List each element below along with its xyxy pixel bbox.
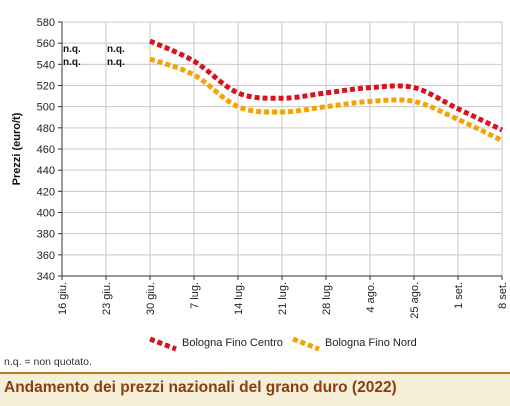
x-tick-label: 28 lug. xyxy=(321,282,333,315)
x-tick-label: 4 ago. xyxy=(365,282,377,313)
legend-label: Bologna Fino Nord xyxy=(325,337,417,349)
x-tick-label: 21 lug. xyxy=(277,282,289,315)
legend-swatch xyxy=(149,336,177,352)
x-tick-label: 8 set. xyxy=(497,282,509,309)
not-quoted-label: n.q. xyxy=(107,57,125,68)
series-line-1 xyxy=(148,38,504,133)
y-axis-label: Prezzi (euro/t) xyxy=(11,112,23,185)
x-tick-label: 16 giu. xyxy=(57,282,69,315)
y-tick-label: 380 xyxy=(37,229,55,241)
y-tick-label: 500 xyxy=(37,102,55,114)
x-tick-label: 7 lug. xyxy=(189,282,201,309)
x-tick-label: 14 lug. xyxy=(233,282,245,315)
x-tick-label: 25 ago. xyxy=(409,282,421,319)
not-quoted-label: n.q. xyxy=(63,57,81,68)
x-tick-label: 1 set. xyxy=(453,282,465,309)
y-tick-label: 460 xyxy=(37,144,55,156)
not-quoted-label: n.q. xyxy=(107,44,125,55)
not-quoted-label: n.q. xyxy=(63,44,81,55)
x-tick-label: 23 giu. xyxy=(101,282,113,315)
chart-title: Andamento dei prezzi nazionali del grano… xyxy=(4,379,397,396)
y-tick-label: 340 xyxy=(37,271,55,283)
x-tick-label: 30 giu. xyxy=(145,282,157,315)
y-tick-label: 360 xyxy=(37,250,55,262)
series-line-2 xyxy=(149,56,504,143)
y-tick-label: 440 xyxy=(37,165,55,177)
y-tick-label: 480 xyxy=(37,123,55,135)
footnote: n.q. = non quotato. xyxy=(4,356,92,368)
y-tick-label: 580 xyxy=(37,17,55,29)
y-tick-label: 420 xyxy=(37,186,55,198)
title-bar: Andamento dei prezzi nazionali del grano… xyxy=(0,372,510,406)
legend-swatch xyxy=(292,336,320,352)
y-tick-label: 560 xyxy=(37,38,55,50)
y-tick-label: 400 xyxy=(37,208,55,220)
legend-label: Bologna Fino Centro xyxy=(182,337,283,349)
line-chart: 340 360 380 400 420 440 460 480 500 520 540 560 580 1… xyxy=(11,17,509,352)
y-tick-label: 520 xyxy=(37,81,55,93)
y-tick-label: 540 xyxy=(37,59,55,71)
